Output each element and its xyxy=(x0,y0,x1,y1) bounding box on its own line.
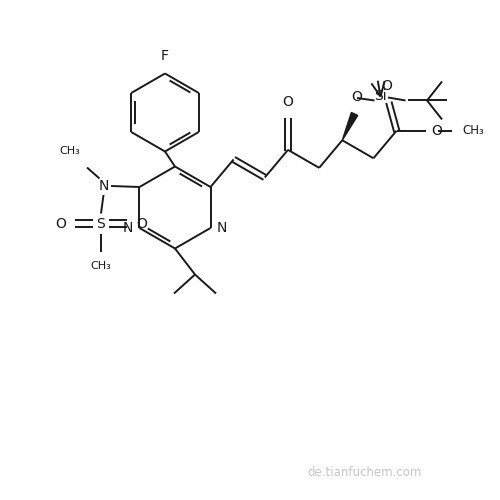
Text: N: N xyxy=(123,221,134,235)
Text: O: O xyxy=(136,216,147,230)
Text: de.tianfuchem.com: de.tianfuchem.com xyxy=(308,466,422,479)
Text: CH₃: CH₃ xyxy=(90,260,112,270)
Text: S: S xyxy=(96,216,106,230)
Text: O: O xyxy=(381,79,392,93)
Text: CH₃: CH₃ xyxy=(462,124,484,137)
Text: O: O xyxy=(432,124,442,138)
Text: N: N xyxy=(216,221,227,235)
Text: O: O xyxy=(55,216,66,230)
Text: CH₃: CH₃ xyxy=(60,146,80,156)
Text: O: O xyxy=(282,95,294,109)
Text: F: F xyxy=(161,48,169,62)
Text: N: N xyxy=(98,179,108,193)
Polygon shape xyxy=(342,112,357,140)
Text: Si: Si xyxy=(374,90,387,104)
Text: O: O xyxy=(352,90,362,104)
